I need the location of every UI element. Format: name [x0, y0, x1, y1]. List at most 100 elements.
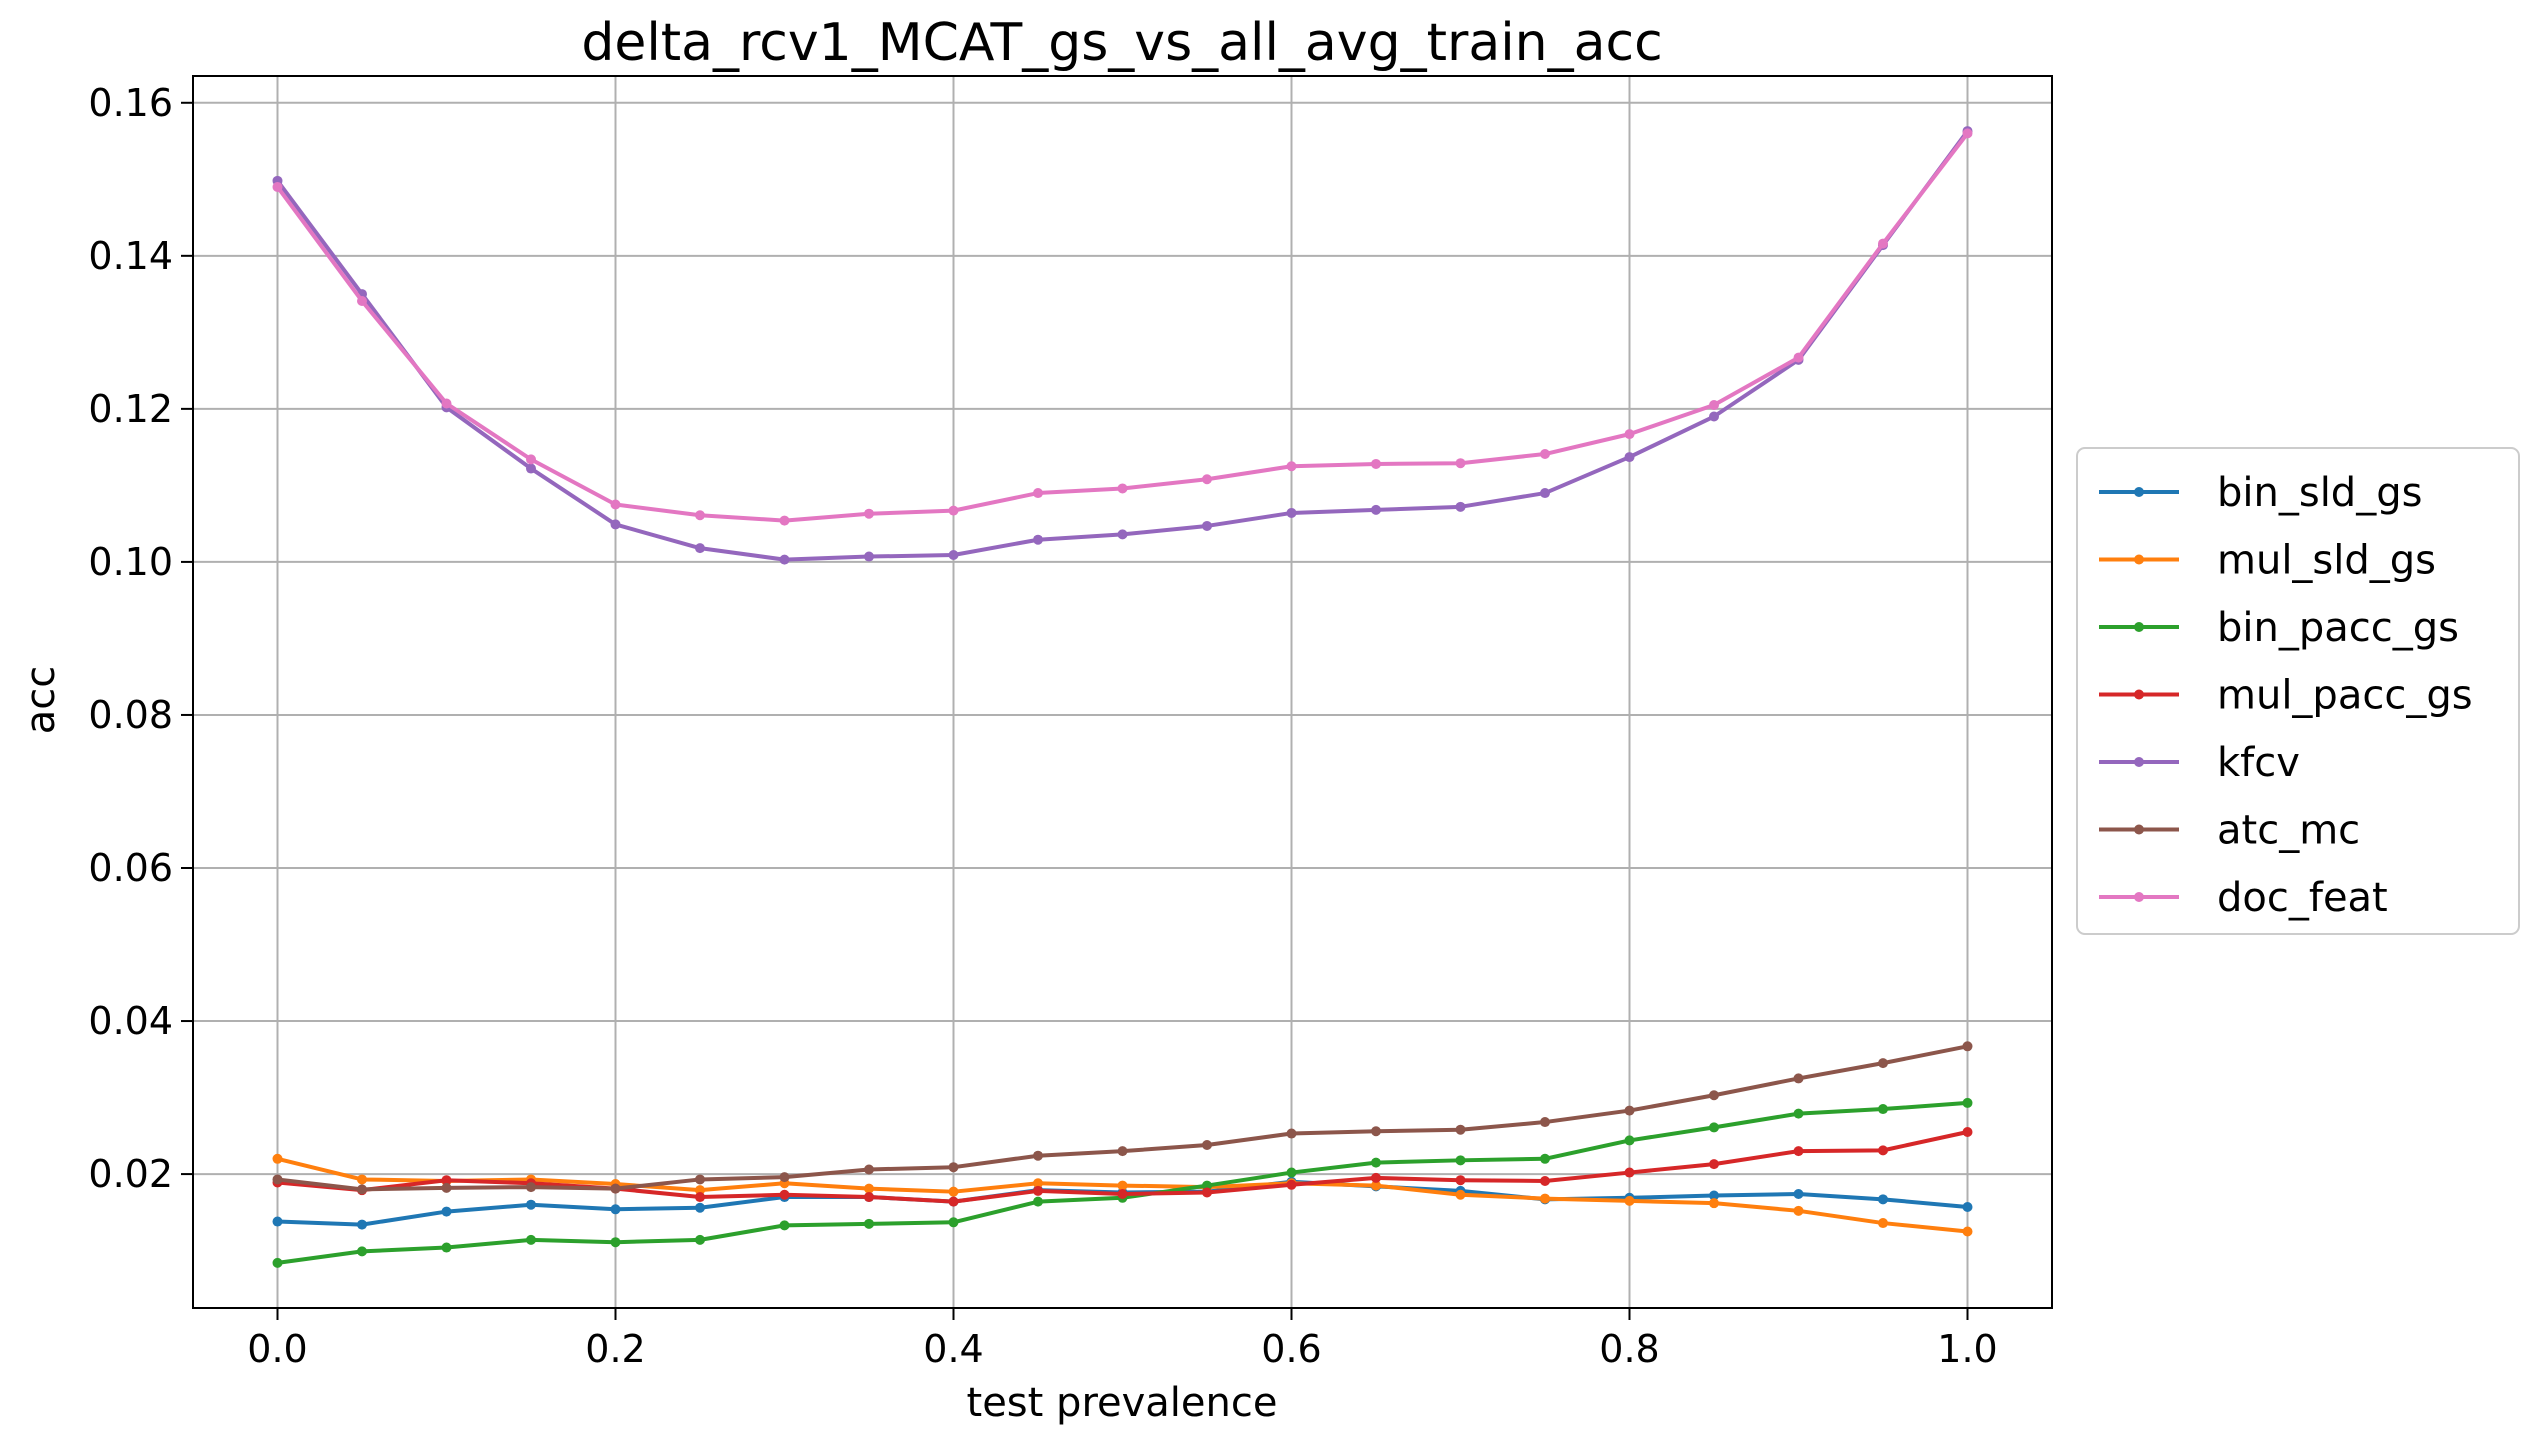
data-point [779, 515, 790, 526]
data-point [1455, 1175, 1466, 1186]
data-point [1540, 1193, 1550, 1204]
data-point [272, 1174, 283, 1185]
data-point [1878, 1058, 1888, 1069]
legend-item-doc_feat: doc_feat [2099, 875, 2388, 921]
data-point [695, 543, 705, 554]
data-point [441, 1182, 452, 1193]
data-point [1371, 504, 1381, 515]
data-point [1878, 1218, 1888, 1229]
x-tick-label: 1.0 [1937, 1327, 1997, 1371]
data-point [1033, 1150, 1043, 1161]
data-point [1286, 1167, 1297, 1178]
data-point [1286, 1128, 1297, 1139]
x-tick-label: 0.6 [1261, 1327, 1321, 1371]
data-point [357, 1246, 367, 1257]
data-point [1624, 452, 1635, 463]
data-point [1793, 1108, 1804, 1119]
x-tick-label: 0.4 [923, 1327, 983, 1371]
data-point [695, 510, 705, 521]
data-point [948, 505, 959, 516]
y-tick-label: 0.12 [88, 387, 173, 431]
data-point [1793, 1146, 1804, 1157]
data-point [864, 508, 874, 519]
legend-item-mul_pacc_gs: mul_pacc_gs [2099, 673, 2473, 719]
data-point [1455, 1155, 1466, 1166]
plot-area-frame [192, 75, 2053, 1309]
data-point [1117, 1180, 1128, 1191]
data-point [1117, 1188, 1128, 1199]
legend-item-bin_sld_gs: bin_sld_gs [2099, 470, 2422, 516]
data-point [695, 1185, 705, 1196]
data-point [1709, 1122, 1719, 1133]
data-point [1540, 449, 1550, 460]
data-point [1962, 1226, 1973, 1237]
y-tick-label: 0.06 [88, 846, 173, 890]
data-point [1202, 1187, 1212, 1198]
data-point [1455, 1124, 1466, 1135]
data-series [272, 126, 1973, 1268]
legend-marker [2134, 824, 2144, 835]
data-point [1793, 1188, 1804, 1199]
data-point [1202, 474, 1212, 485]
data-point [1709, 1190, 1719, 1201]
data-point [1371, 1157, 1381, 1168]
legend-marker [2134, 554, 2144, 565]
data-point [1455, 1189, 1466, 1200]
legend-box [2076, 447, 2520, 935]
data-point [779, 1189, 790, 1200]
axis-ticks: 0.0 0.2 0.4 0.6 0.8 1.0 0.02 0.04 0.06 0.08 0.10 0.… [88, 81, 1997, 1371]
data-point [526, 1182, 536, 1193]
data-point [864, 551, 874, 562]
legend-label: doc_feat [2217, 875, 2388, 921]
data-point [948, 1186, 959, 1197]
data-point [1878, 238, 1888, 249]
data-point [948, 550, 959, 561]
data-point [357, 1184, 367, 1195]
data-point [1117, 529, 1128, 540]
data-point [1709, 1198, 1719, 1209]
data-point [357, 295, 367, 306]
y-axis-title: acc [18, 666, 64, 735]
data-point [1624, 1135, 1635, 1146]
data-point [1455, 458, 1466, 469]
data-point [1371, 1180, 1381, 1191]
data-point [610, 499, 621, 510]
data-point [1540, 488, 1550, 499]
legend-marker [2134, 487, 2144, 497]
data-point [441, 1175, 452, 1186]
data-point [357, 1174, 367, 1185]
data-point [610, 519, 621, 530]
x-tick-label: 0.8 [1599, 1327, 1659, 1371]
data-point [1033, 488, 1043, 499]
data-point [1709, 1159, 1719, 1170]
data-point [1962, 1041, 1973, 1052]
data-point [1455, 501, 1466, 512]
data-point [1962, 1201, 1973, 1212]
data-point [1962, 1127, 1973, 1137]
y-tick-label: 0.02 [88, 1152, 173, 1196]
data-point [779, 1220, 790, 1231]
chart-title: delta_rcv1_MCAT_gs_vs_all_avg_train_acc [581, 13, 1662, 73]
y-tick-label: 0.14 [88, 234, 173, 278]
data-point [948, 1217, 959, 1228]
grid-lines [193, 76, 2052, 1308]
data-point [1624, 1195, 1635, 1206]
data-point [864, 1183, 874, 1194]
data-point [1878, 1104, 1888, 1115]
data-point [779, 554, 790, 565]
data-point [441, 398, 452, 409]
data-point [526, 1234, 536, 1245]
data-point [1286, 1179, 1297, 1190]
data-point [272, 1257, 283, 1268]
legend-item-mul_sld_gs: mul_sld_gs [2099, 538, 2436, 584]
data-point [1286, 507, 1297, 518]
data-point [864, 1192, 874, 1203]
data-point [1793, 1205, 1804, 1216]
x-tick-label: 0.0 [247, 1327, 307, 1371]
data-point [441, 1206, 452, 1217]
legend-marker [2134, 757, 2144, 767]
data-point [1371, 1172, 1381, 1183]
legend-label: mul_pacc_gs [2217, 673, 2473, 719]
data-point [1117, 483, 1128, 494]
